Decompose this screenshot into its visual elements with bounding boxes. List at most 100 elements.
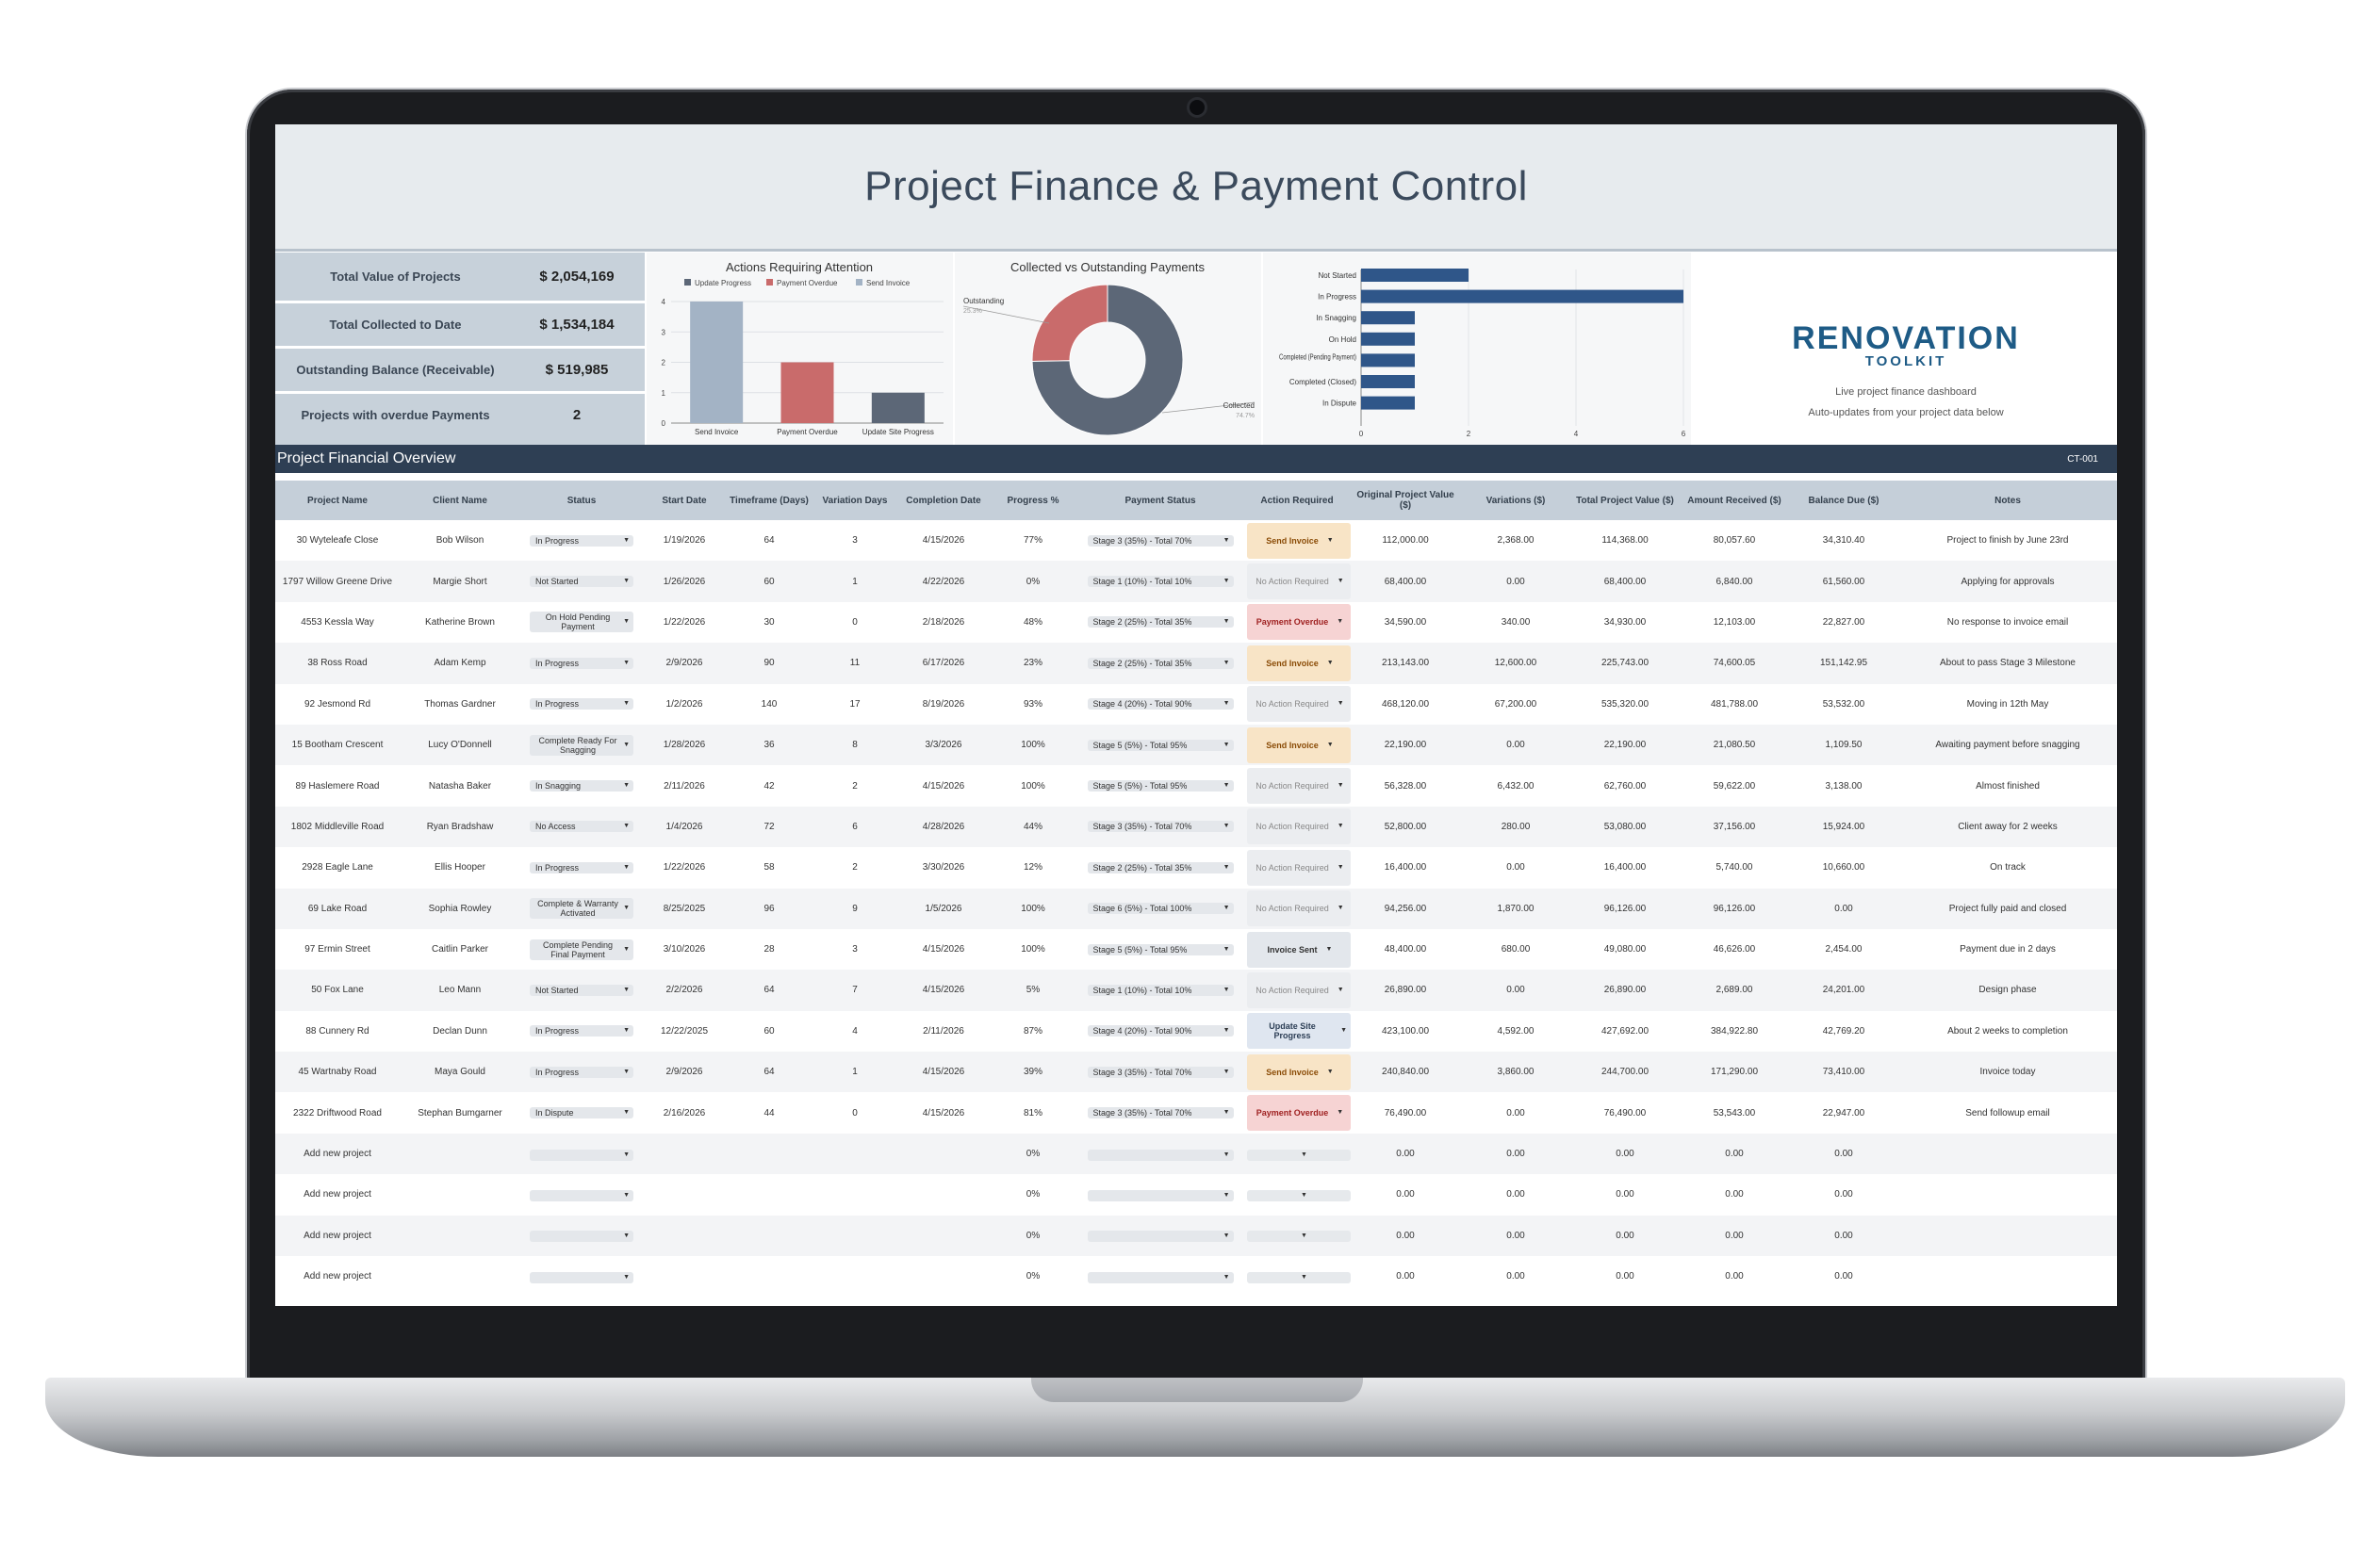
notes-cell[interactable]: Moving in 12th May	[1966, 698, 2049, 710]
chevron-down-icon[interactable]: ▼	[1223, 741, 1230, 748]
notes-cell[interactable]: Design phase	[1898, 970, 2117, 1011]
amount-received-cell[interactable]: 384,922.80	[1710, 1025, 1759, 1037]
action-required-dropdown[interactable]: No Action Required ▼	[1247, 686, 1351, 723]
start-date-cell[interactable]: 12/22/2025	[660, 1025, 709, 1037]
payment-status-dropdown[interactable]: Stage 5 (5%) - Total 95% ▼	[1087, 943, 1234, 955]
chevron-down-icon[interactable]: ▼	[1223, 782, 1230, 790]
table-row[interactable]: Add new project ▼ 0% ▼ ▼ 0.00 0.00 0.00 0.00 0.00	[275, 1133, 2117, 1175]
chevron-down-icon[interactable]: ▼	[1301, 1273, 1307, 1281]
total-value-cell[interactable]: 16,400.00	[1603, 862, 1647, 873]
completion-date-cell[interactable]: 2/18/2026	[922, 616, 965, 628]
timeframe-cell[interactable]: 30	[763, 616, 775, 628]
chevron-down-icon[interactable]: ▼	[623, 700, 630, 708]
payment-status-dropdown[interactable]: Stage 3 (35%) - Total 70% ▼	[1087, 534, 1234, 547]
progress-cell[interactable]: 100%	[1021, 944, 1045, 955]
progress-cell[interactable]: 12%	[1023, 862, 1042, 873]
chevron-down-icon[interactable]: ▼	[623, 536, 630, 544]
payment-status-dropdown[interactable]: Stage 5 (5%) - Total 95% ▼	[1087, 739, 1234, 751]
variation-days-cell[interactable]: 3	[852, 944, 858, 955]
payment-status-dropdown[interactable]: ▼	[1087, 1271, 1234, 1283]
chevron-down-icon[interactable]: ▼	[1337, 618, 1344, 626]
variations-cell[interactable]: 2,368.00	[1497, 535, 1535, 547]
progress-cell[interactable]: 100%	[990, 888, 1076, 929]
completion-date-cell[interactable]: 4/22/2026	[897, 561, 990, 602]
column-header[interactable]: Total Project Value ($)	[1570, 481, 1680, 520]
balance-due-cell[interactable]: 42,769.20	[1822, 1025, 1865, 1037]
notes-cell[interactable]: On track	[1990, 862, 2026, 873]
column-header[interactable]: Status	[520, 481, 643, 520]
variations-cell[interactable]: 0.00	[1506, 862, 1525, 873]
notes-cell[interactable]	[1898, 1133, 2117, 1175]
action-required-dropdown[interactable]: ▼	[1247, 1189, 1351, 1201]
table-row[interactable]: Add new project ▼ 0% ▼ ▼ 0.00 0.00 0.00 0.00 0.00	[275, 1215, 2117, 1257]
start-date-cell[interactable]: 3/10/2026	[663, 944, 706, 955]
variations-cell[interactable]: 0.00	[1461, 1215, 1570, 1257]
original-value-cell[interactable]: 26,890.00	[1350, 970, 1461, 1011]
table-row[interactable]: 97 Ermin Street Caitlin Parker Complete Pe…	[275, 929, 2117, 970]
variations-cell[interactable]: 6,432.00	[1497, 780, 1535, 792]
table-row[interactable]: 69 Lake Road Sophia Rowley Complete & Warr…	[275, 888, 2117, 929]
column-header[interactable]: Notes	[1898, 481, 2117, 520]
total-value-cell[interactable]: 427,692.00	[1600, 1025, 1650, 1037]
client-name-cell[interactable]	[400, 1174, 520, 1215]
variations-cell[interactable]: 12,600.00	[1461, 643, 1570, 684]
client-name-cell[interactable]: Margie Short	[400, 561, 520, 602]
start-date-cell[interactable]	[643, 1215, 726, 1257]
chevron-down-icon[interactable]: ▼	[623, 905, 630, 912]
table-row[interactable]: 2322 Driftwood Road Stephan Bumgarner In D…	[275, 1092, 2117, 1133]
balance-due-cell[interactable]: 15,924.00	[1789, 806, 1898, 848]
amount-received-cell[interactable]: 171,290.00	[1680, 1052, 1789, 1093]
variation-days-cell[interactable]: 9	[812, 888, 897, 929]
payment-status-dropdown[interactable]: Stage 1 (10%) - Total 10% ▼	[1087, 984, 1234, 996]
total-value-cell[interactable]: 26,890.00	[1570, 970, 1680, 1011]
progress-cell[interactable]: 100%	[990, 724, 1076, 766]
completion-date-cell[interactable]	[897, 1133, 990, 1175]
amount-received-cell[interactable]: 0.00	[1680, 1215, 1789, 1257]
status-dropdown[interactable]: ▼	[530, 1231, 633, 1243]
variations-cell[interactable]: 340.00	[1501, 616, 1531, 628]
progress-cell[interactable]: 5%	[990, 970, 1076, 1011]
action-required-dropdown[interactable]: No Action Required ▼	[1247, 563, 1351, 600]
chevron-down-icon[interactable]: ▼	[1223, 1068, 1230, 1075]
status-dropdown[interactable]: ▼	[530, 1149, 633, 1161]
variations-cell[interactable]: 0.00	[1506, 1107, 1525, 1118]
variation-days-cell[interactable]: 2	[852, 862, 858, 873]
completion-date-cell[interactable]	[897, 1215, 990, 1257]
project-name-cell[interactable]: 30 Wyteleafe Close	[296, 535, 379, 547]
table-row[interactable]: Add new project ▼ 0% ▼ ▼ 0.00 0.00 0.00 0.00 0.00	[275, 1256, 2117, 1297]
balance-due-cell[interactable]: 0.00	[1834, 1271, 1853, 1282]
variation-days-cell[interactable]: 7	[812, 970, 897, 1011]
notes-cell[interactable]: About 2 weeks to completion	[1947, 1025, 2068, 1037]
chevron-down-icon[interactable]: ▼	[1337, 986, 1344, 993]
chevron-down-icon[interactable]: ▼	[623, 618, 630, 626]
balance-due-cell[interactable]: 10,660.00	[1822, 862, 1865, 873]
action-required-dropdown[interactable]: Payment Overdue ▼	[1247, 604, 1351, 641]
project-name-cell[interactable]: Add new project	[275, 1215, 400, 1257]
payment-status-dropdown[interactable]: Stage 3 (35%) - Total 70% ▼	[1087, 1107, 1234, 1119]
notes-cell[interactable]	[1898, 1256, 2117, 1297]
total-value-cell[interactable]: 114,368.00	[1601, 535, 1649, 547]
progress-cell[interactable]: 44%	[990, 806, 1076, 848]
chevron-down-icon[interactable]: ▼	[1326, 1068, 1334, 1075]
variation-days-cell[interactable]	[812, 1215, 897, 1257]
amount-received-cell[interactable]: 59,622.00	[1713, 780, 1756, 792]
client-name-cell[interactable]: Katherine Brown	[425, 616, 495, 628]
start-date-cell[interactable]: 1/22/2026	[663, 862, 706, 873]
notes-cell[interactable]: Client away for 2 weeks	[1898, 806, 2117, 848]
timeframe-cell[interactable]: 72	[726, 806, 812, 848]
column-header[interactable]: Progress %	[990, 481, 1076, 520]
variation-days-cell[interactable]: 1	[812, 1052, 897, 1093]
total-value-cell[interactable]: 62,760.00	[1603, 780, 1647, 792]
timeframe-cell[interactable]: 64	[763, 535, 775, 547]
start-date-cell[interactable]	[643, 1174, 726, 1215]
variation-days-cell[interactable]	[812, 1174, 897, 1215]
balance-due-cell[interactable]: 0.00	[1789, 888, 1898, 929]
variations-cell[interactable]: 0.00	[1461, 1133, 1570, 1175]
client-name-cell[interactable]	[400, 1256, 520, 1297]
amount-received-cell[interactable]: 74,600.05	[1680, 643, 1789, 684]
total-value-cell[interactable]: 244,700.00	[1570, 1052, 1680, 1093]
start-date-cell[interactable]: 1/19/2026	[663, 535, 706, 547]
chevron-down-icon[interactable]: ▼	[623, 741, 630, 748]
completion-date-cell[interactable]: 4/15/2026	[922, 780, 965, 792]
variations-cell[interactable]: 0.00	[1461, 561, 1570, 602]
